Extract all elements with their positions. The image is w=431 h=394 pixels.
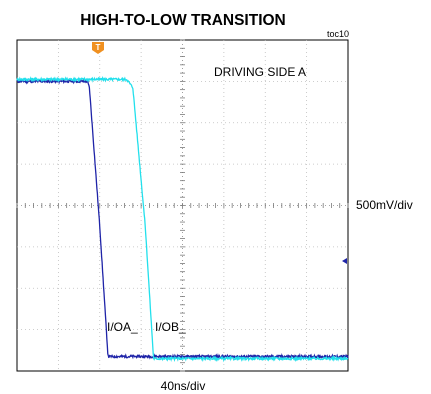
traces — [16, 75, 349, 363]
annotation-driving-side: DRIVING SIDE A — [214, 65, 306, 79]
trigger-marker: T — [92, 42, 104, 54]
chart-title: HIGH-TO-LOW TRANSITION — [80, 12, 286, 29]
grid — [16, 39, 349, 372]
y-scale-label: 500mV/div — [356, 198, 413, 212]
trace-iob — [16, 75, 349, 363]
label-iob: I/OB_ — [155, 320, 186, 334]
figure-id: toc10 — [327, 29, 349, 39]
label-ioa: I/OA_ — [107, 320, 138, 334]
x-scale-label: 40ns/div — [161, 379, 206, 393]
ground-marker-icon — [342, 258, 347, 264]
trigger-marker-label: T — [96, 43, 101, 52]
